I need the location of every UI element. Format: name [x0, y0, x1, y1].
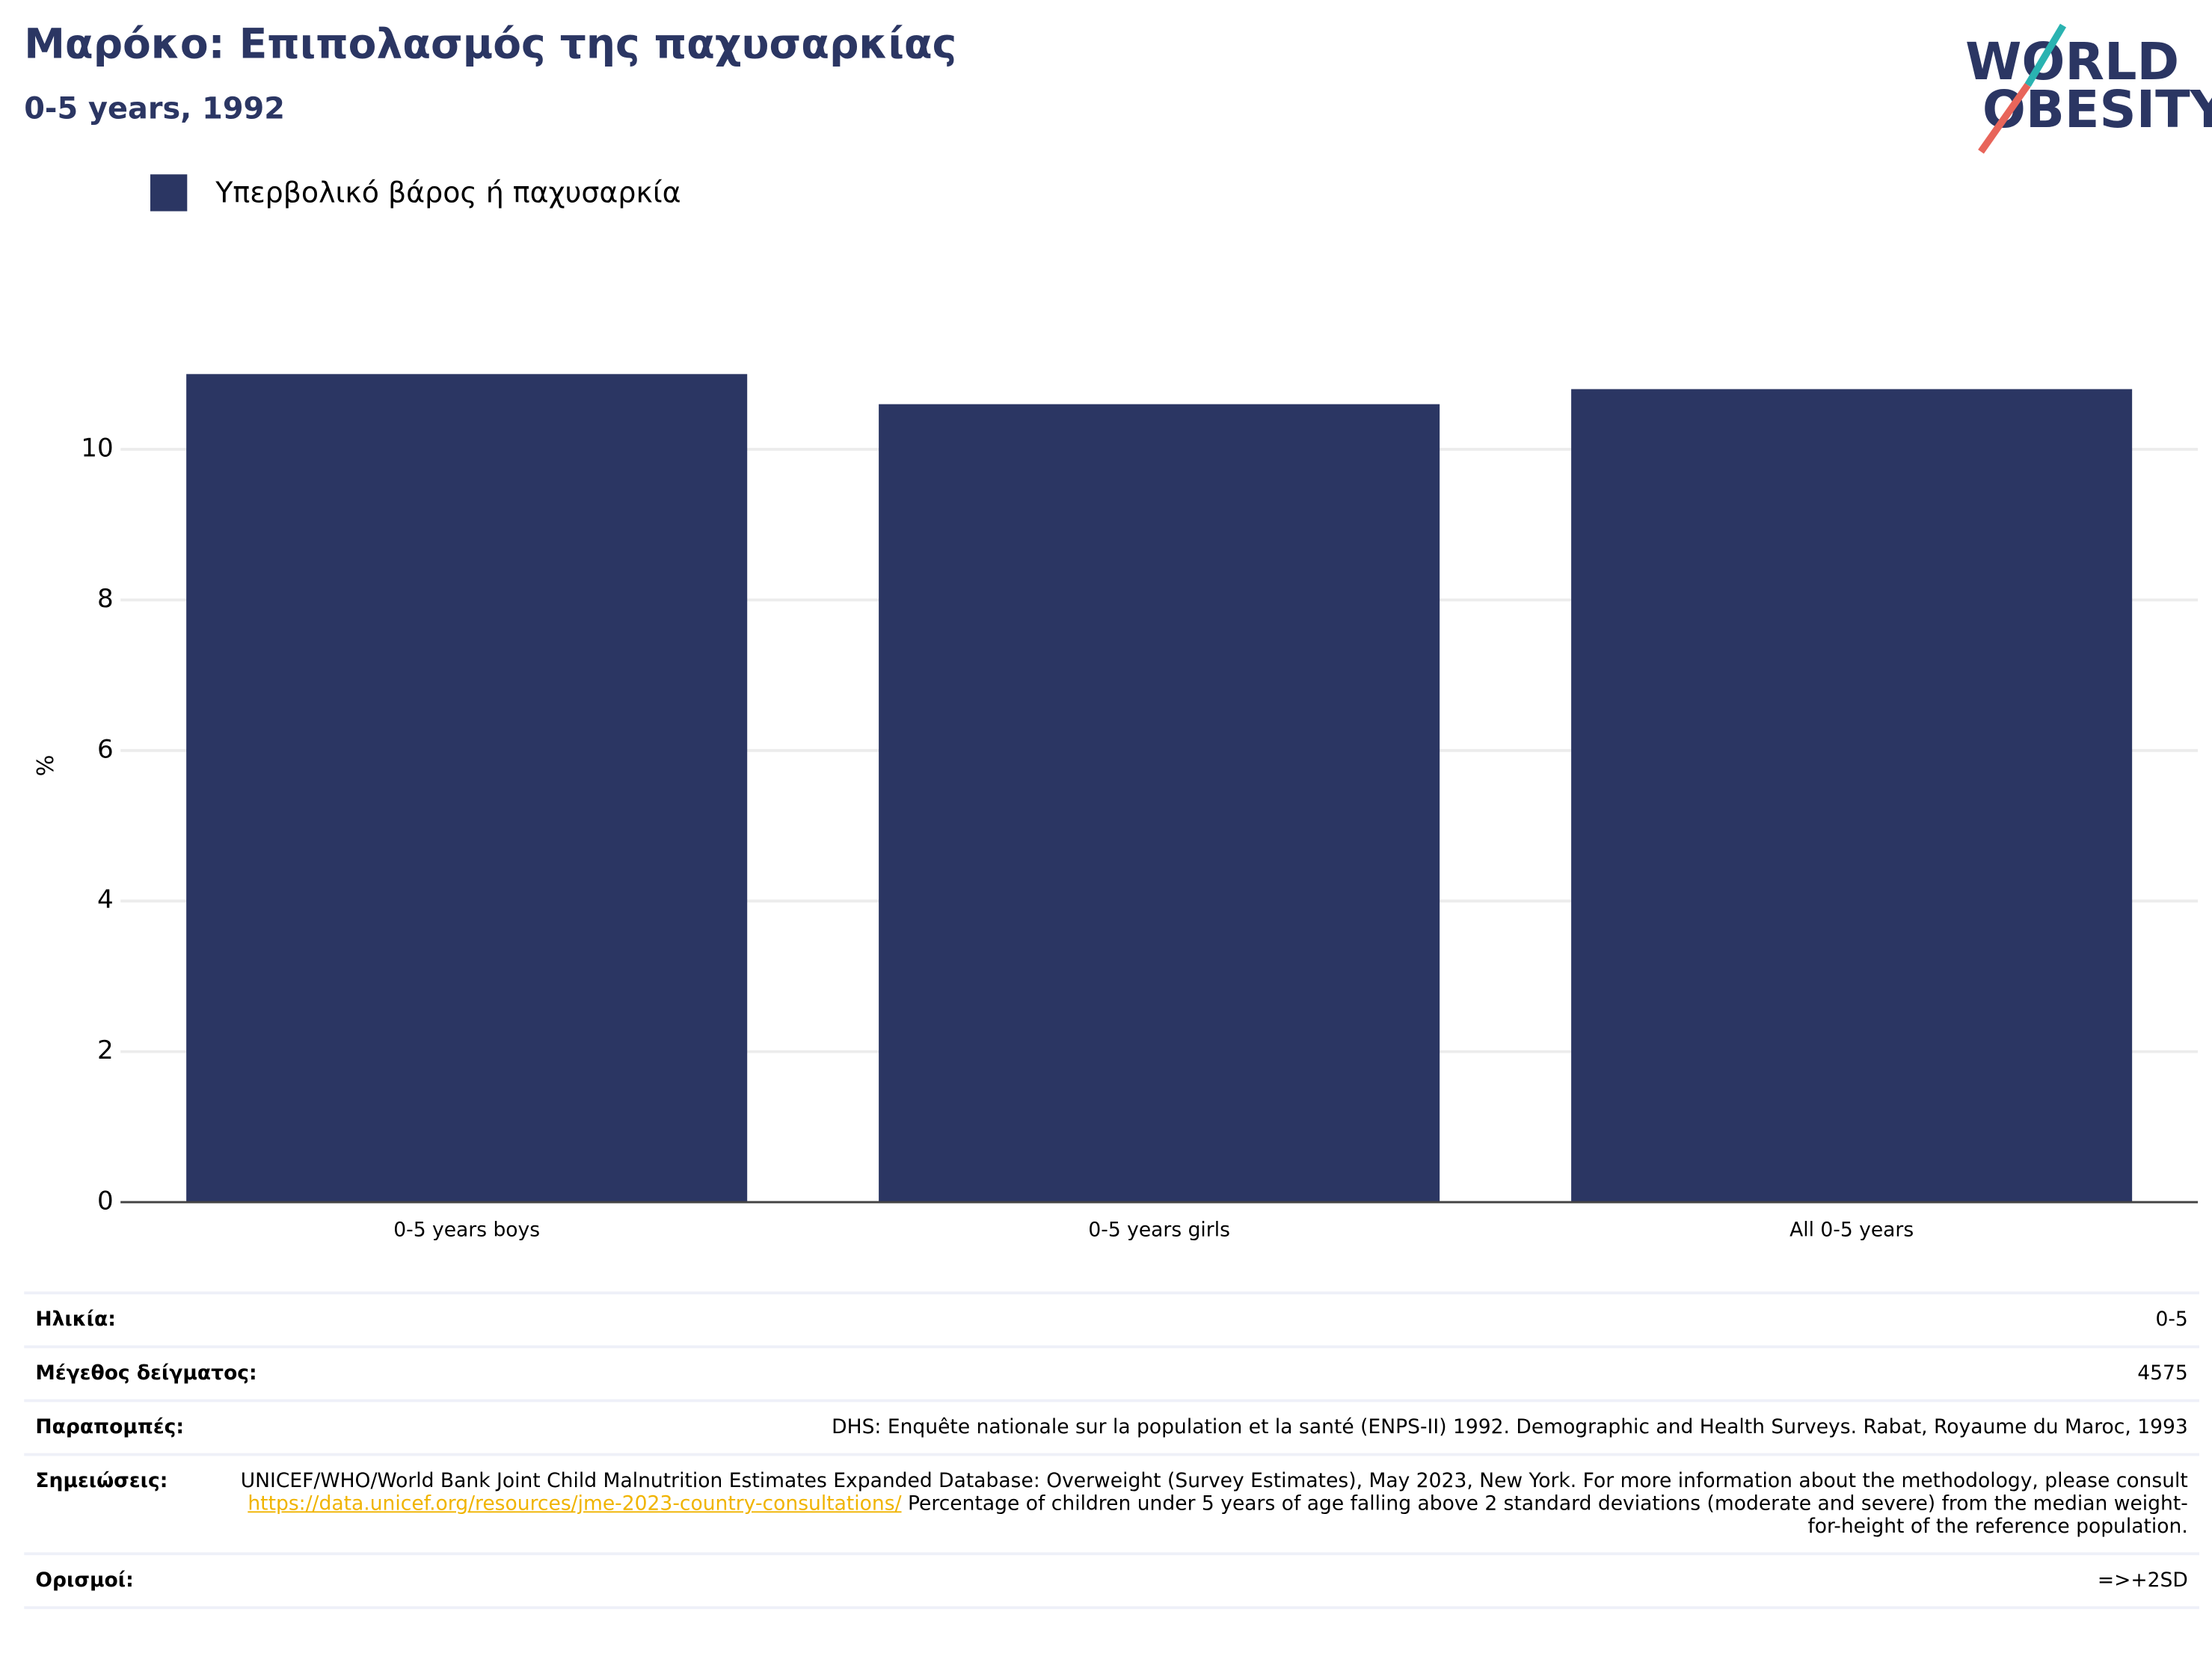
y-axis-label: %: [33, 755, 59, 777]
row-label: Παραπομπές:: [35, 1416, 185, 1439]
logo-slash: [2024, 23, 2067, 87]
chart-title: Μαρόκο: Επιπολασμός της παχυσαρκίας: [24, 20, 956, 68]
y-tick-label: 8: [97, 584, 114, 614]
notes-link[interactable]: https://data.unicef.org/resources/jme-20…: [248, 1492, 902, 1516]
notes-text: UNICEF/WHO/World Bank Joint Child Malnut…: [240, 1470, 2188, 1493]
table-row: Μέγεθος δείγματος: 4575: [24, 1345, 2200, 1399]
y-tick-label: 0: [97, 1186, 114, 1216]
table-row: Σημειώσεις: UNICEF/WHO/World Bank Joint C…: [24, 1453, 2200, 1553]
row-label: Σημειώσεις:: [35, 1470, 168, 1493]
row-label: Μέγεθος δείγματος:: [35, 1362, 257, 1385]
logo-slash: [1978, 83, 2031, 154]
x-tick-label: 0-5 years boys: [393, 1218, 540, 1241]
info-table: Ηλικία: 0-5 Μέγεθος δείγματος: 4575 Παραπομπ…: [24, 1291, 2200, 1610]
row-label: Ηλικία:: [35, 1308, 116, 1332]
y-tick-label: 2: [97, 1035, 114, 1065]
x-tick-label: All 0-5 years: [1789, 1218, 1914, 1241]
table-row: Ηλικία: 0-5: [24, 1291, 2200, 1345]
legend-swatch: [150, 174, 188, 212]
y-tick-label: 4: [97, 885, 114, 915]
row-value: DHS: Enquête nationale sur la population…: [832, 1416, 2188, 1439]
table-row: Παραπομπές: DHS: Enquête nationale sur la…: [24, 1399, 2200, 1453]
y-tick-label: 10: [81, 434, 113, 464]
bar: [879, 404, 1440, 1202]
logo: WORLD OBESITY: [1965, 23, 2212, 154]
table-row: Ορισμοί: =>+2SD: [24, 1552, 2200, 1610]
row-value: UNICEF/WHO/World Bank Joint Child Malnut…: [224, 1470, 2188, 1538]
notes-text: Percentage of children under 5 years of …: [907, 1492, 2188, 1539]
row-value: 4575: [2137, 1362, 2188, 1385]
bar: [186, 374, 748, 1202]
row-label: Ορισμοί:: [35, 1569, 134, 1592]
row-value: =>+2SD: [2097, 1569, 2188, 1592]
legend-label: Υπερβολικό βάρος ή παχυσαρκία: [215, 176, 681, 209]
y-tick-label: 6: [97, 734, 114, 764]
x-tick-label: 0-5 years girls: [1088, 1218, 1230, 1241]
row-value: 0-5: [2155, 1308, 2188, 1332]
chart: Μαρόκο: Επιπολασμός της παχυσαρκίας 0-5 …: [24, 20, 2212, 1242]
logo-text: WORLD: [1965, 33, 2179, 92]
logo-text: OBESITY: [1982, 81, 2212, 140]
bar: [1571, 389, 2133, 1202]
chart-subtitle: 0-5 years, 1992: [24, 91, 285, 126]
